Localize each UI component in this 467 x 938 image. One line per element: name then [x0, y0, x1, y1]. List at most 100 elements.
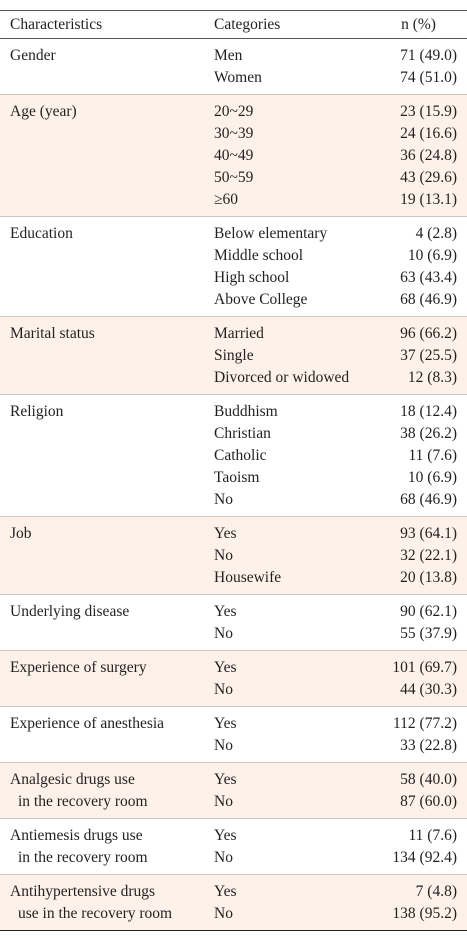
characteristic: Experience of anesthesia: [10, 715, 165, 732]
count: 68 (46.9): [400, 291, 457, 308]
characteristic: use in the recovery room: [18, 905, 173, 922]
category: 30~39: [214, 125, 254, 142]
characteristic: Experience of surgery: [10, 659, 147, 676]
count: 71 (49.0): [400, 47, 457, 64]
category: No: [214, 681, 233, 698]
count: 7 (4.8): [415, 883, 457, 900]
count: 55 (37.9): [400, 625, 457, 642]
characteristic: Underlying disease: [10, 603, 130, 620]
count: 87 (60.0): [400, 793, 457, 810]
category: Yes: [214, 715, 237, 732]
characteristic: Antiemesis drugs use: [10, 827, 143, 844]
count: 23 (15.9): [400, 103, 457, 120]
header-cell: Categories: [214, 16, 281, 33]
category: Yes: [214, 883, 237, 900]
count: 112 (77.2): [393, 715, 457, 732]
category: Buddhism: [214, 403, 278, 420]
count: 93 (64.1): [400, 525, 457, 542]
count: 10 (6.9): [407, 469, 457, 486]
count: 12 (8.3): [407, 369, 457, 386]
header-cell: Characteristics: [10, 16, 103, 33]
count: 38 (26.2): [400, 425, 457, 442]
count: 33 (22.8): [400, 737, 457, 754]
category: Housewife: [214, 569, 282, 586]
category: No: [214, 849, 233, 866]
row-group: Age (year) 20~29 23 (15.9) 30~39 24 (16.6) 40…: [0, 95, 467, 217]
category: Yes: [214, 525, 237, 542]
category: Above College: [214, 291, 308, 308]
category: No: [214, 547, 233, 564]
category: No: [214, 905, 233, 922]
category: Men: [214, 47, 243, 64]
category: ≥60: [214, 191, 239, 208]
characteristic: Antihypertensive drugs: [10, 883, 156, 900]
header-top-rule: [0, 10, 467, 11]
count: 20 (13.8): [400, 569, 457, 586]
count: 134 (92.4): [392, 849, 457, 866]
count: 96 (66.2): [400, 325, 457, 342]
characteristic: Analgesic drugs use: [10, 771, 135, 788]
count: 44 (30.3): [400, 681, 457, 698]
count: 18 (12.4): [400, 403, 457, 420]
count: 32 (22.1): [400, 547, 457, 564]
count: 63 (43.4): [400, 269, 457, 286]
row-group: Antihypertensive drugs use in the recover…: [0, 875, 467, 931]
category: Yes: [214, 771, 237, 788]
characteristic: Marital status: [10, 325, 95, 342]
count: 10 (6.9): [407, 247, 457, 264]
count: 43 (29.6): [400, 169, 457, 186]
count: 24 (16.6): [400, 125, 457, 142]
row-group: Underlying disease Yes 90 (62.1) No 55 (37.9…: [0, 595, 467, 651]
count: 74 (51.0): [400, 69, 457, 86]
count: 36 (24.8): [400, 147, 457, 164]
characteristic: Age (year): [10, 103, 77, 120]
category: Taoism: [214, 469, 260, 486]
row-group: Education Below elementary 4 (2.8) Middle s…: [0, 217, 467, 317]
row-group: Job Yes 93 (64.1) No 32 (22.1) Housewife 20 (1…: [0, 517, 467, 595]
count: 58 (40.0): [400, 771, 457, 788]
characteristic: Job: [10, 525, 32, 542]
characteristic: Religion: [10, 403, 64, 420]
category: No: [214, 625, 233, 642]
category: 40~49: [214, 147, 254, 164]
characteristic: Gender: [10, 47, 56, 64]
category: Single: [214, 347, 254, 364]
category: Yes: [214, 603, 237, 620]
category: No: [214, 793, 233, 810]
category: 20~29: [214, 103, 254, 120]
count: 11 (7.6): [408, 447, 458, 464]
category: Divorced or widowed: [214, 369, 350, 386]
category: No: [214, 491, 233, 508]
characteristic: Education: [10, 225, 73, 242]
count: 4 (2.8): [415, 225, 457, 242]
row-group: Gender Men 71 (49.0) Women 74 (51.0): [0, 39, 467, 95]
category: Middle school: [214, 247, 304, 264]
category: High school: [214, 269, 290, 286]
category: Women: [214, 69, 262, 86]
count: 19 (13.1): [400, 191, 457, 208]
count: 68 (46.9): [400, 491, 457, 508]
row-group: Experience of surgery Yes 101 (69.7) No 44 (…: [0, 651, 467, 707]
row-group: Antiemesis drugs use in the recovery room…: [0, 819, 467, 875]
row-group: Religion Buddhism 18 (12.4) Christian 38 (26…: [0, 395, 467, 517]
category: Christian: [214, 425, 271, 442]
category: Catholic: [214, 447, 267, 464]
category: Yes: [214, 659, 237, 676]
category: Yes: [214, 827, 237, 844]
row-group: Experience of anesthesia Yes 112 (77.2) No 3…: [0, 707, 467, 763]
characteristic: in the recovery room: [18, 793, 148, 810]
header-cell: n (%): [401, 16, 436, 33]
category: 50~59: [214, 169, 254, 186]
row-group: Marital status Married 96 (66.2) Single 37 (…: [0, 317, 467, 395]
row-group: Analgesic drugs use in the recovery room Y…: [0, 763, 467, 819]
header-bottom-rule: [0, 38, 467, 39]
category: Married: [214, 325, 264, 342]
count: 101 (69.7): [392, 659, 457, 676]
category: Below elementary: [214, 225, 328, 242]
count: 11 (7.6): [408, 827, 458, 844]
count: 37 (25.5): [400, 347, 457, 364]
category: No: [214, 737, 233, 754]
characteristic: in the recovery room: [18, 849, 148, 866]
count: 90 (62.1): [400, 603, 457, 620]
